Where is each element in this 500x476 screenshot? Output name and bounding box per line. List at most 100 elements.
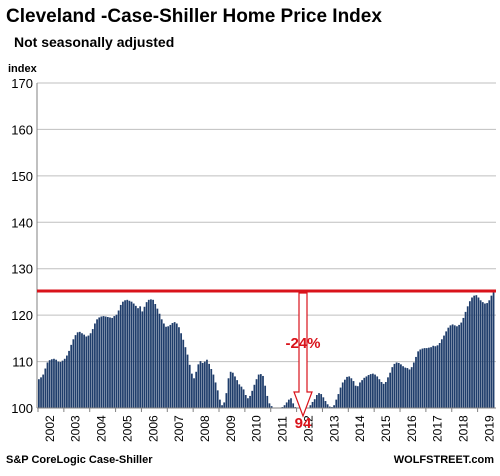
- watermark-label: WOLFSTREET.com: [394, 454, 494, 466]
- bar: [232, 373, 234, 408]
- bar: [409, 369, 411, 408]
- bar: [60, 362, 62, 408]
- bar: [167, 326, 169, 408]
- bar: [157, 309, 159, 408]
- bar: [378, 379, 380, 408]
- bar: [314, 399, 316, 408]
- bar: [335, 400, 337, 408]
- bar: [480, 300, 482, 408]
- bar: [169, 325, 171, 408]
- bar: [357, 386, 359, 408]
- bar: [247, 398, 249, 408]
- x-tick-label: 2017: [431, 415, 445, 442]
- bar: [118, 311, 120, 409]
- bar: [131, 302, 133, 408]
- bar: [107, 317, 109, 408]
- bar: [100, 317, 102, 408]
- y-tick-label: 130: [11, 262, 33, 277]
- bar: [135, 306, 137, 408]
- bar: [77, 332, 79, 408]
- x-tick-label: 2019: [482, 415, 496, 442]
- bar: [62, 361, 64, 408]
- bar: [460, 323, 462, 408]
- bar: [161, 319, 163, 408]
- bar: [111, 318, 113, 408]
- bar: [193, 378, 195, 408]
- bar: [159, 314, 161, 408]
- bar: [141, 311, 143, 408]
- bar: [350, 378, 352, 408]
- bar: [396, 363, 398, 409]
- bar: [200, 361, 202, 408]
- bar: [109, 317, 111, 408]
- bar: [368, 375, 370, 408]
- bar: [389, 373, 391, 408]
- bar: [402, 366, 404, 408]
- bar: [467, 306, 469, 408]
- bar: [366, 376, 368, 408]
- bar: [260, 374, 262, 408]
- bar: [195, 372, 197, 408]
- bar: [372, 374, 374, 408]
- bar: [452, 324, 454, 408]
- bar: [133, 304, 135, 408]
- bar: [471, 298, 473, 409]
- bar: [404, 368, 406, 408]
- bar: [415, 357, 417, 408]
- bar: [430, 347, 432, 408]
- bar: [68, 351, 70, 408]
- y-axis-label: index: [8, 63, 38, 75]
- bar: [361, 380, 363, 408]
- x-tick-label: 2011: [276, 416, 290, 442]
- bar: [292, 403, 294, 408]
- bar: [116, 315, 118, 408]
- bar: [185, 347, 187, 408]
- y-tick-label: 120: [11, 308, 33, 323]
- bar: [253, 385, 255, 408]
- bar: [450, 325, 452, 408]
- bar: [385, 382, 387, 408]
- bar: [286, 402, 288, 408]
- bar: [478, 298, 480, 409]
- bar: [105, 317, 107, 408]
- bar: [346, 377, 348, 408]
- x-tick-label: 2007: [172, 415, 186, 442]
- chart-subtitle: Not seasonally adjusted: [14, 34, 174, 50]
- bar: [70, 345, 72, 408]
- bar: [443, 336, 445, 408]
- bar: [463, 318, 465, 408]
- bar: [264, 386, 266, 408]
- bar: [381, 382, 383, 408]
- bar: [387, 377, 389, 408]
- bar: [355, 386, 357, 408]
- bar: [422, 349, 424, 408]
- bar: [88, 336, 90, 408]
- bar: [419, 350, 421, 409]
- bar: [338, 394, 340, 408]
- bar: [241, 387, 243, 408]
- bar: [129, 301, 131, 408]
- bar: [258, 375, 260, 408]
- source-label: S&P CoreLogic Case-Shiller: [6, 454, 153, 466]
- bar: [202, 363, 204, 408]
- bar: [96, 319, 98, 408]
- bar: [223, 402, 225, 408]
- bar: [316, 395, 318, 408]
- bar: [182, 340, 184, 408]
- bar: [217, 390, 219, 408]
- bar: [391, 367, 393, 408]
- bar: [150, 299, 152, 408]
- bar: [206, 360, 208, 408]
- bar: [230, 372, 232, 408]
- bar: [256, 379, 258, 408]
- bar: [411, 367, 413, 408]
- bar: [432, 346, 434, 408]
- bar: [445, 331, 447, 408]
- bar: [191, 374, 193, 408]
- bar: [79, 332, 81, 408]
- bar: [53, 359, 55, 408]
- x-tick-label: 2003: [69, 415, 83, 442]
- bar: [103, 316, 105, 408]
- y-tick-label: 100: [11, 401, 33, 416]
- y-tick-label: 140: [11, 215, 33, 230]
